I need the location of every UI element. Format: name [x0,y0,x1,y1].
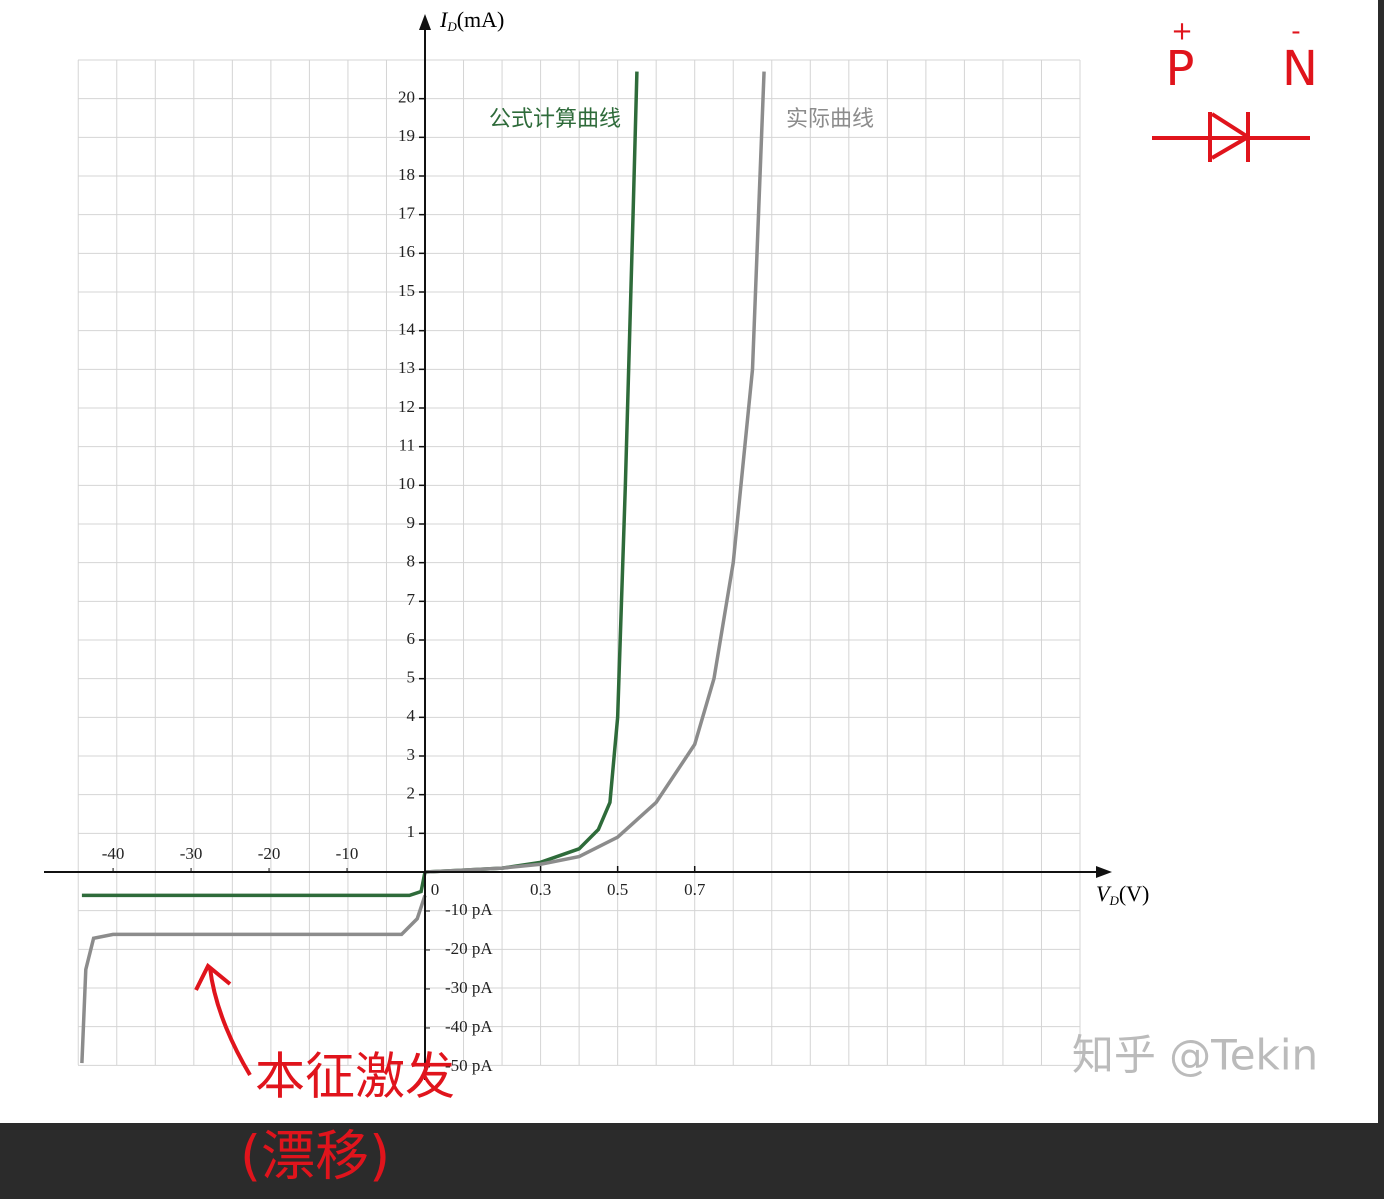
y-tick-label: 5 [407,668,416,687]
diode-symbol [1152,112,1310,162]
handwriting: P + N - 本征激发 (漂移) [194,17,1318,1188]
x-tick-label: 0.7 [684,880,706,899]
y-tick-label: 16 [398,242,415,261]
watermark: 知乎 @Tekin [1072,1031,1318,1080]
x-tick-label: -10 [336,844,359,863]
annotation-note: 本征激发 [255,1048,455,1106]
annotation-n: N [1282,41,1318,97]
y-tick-label: -50 pA [445,1056,493,1075]
x-tick-label: 0.5 [607,880,628,899]
y-tick-label: 3 [407,745,416,764]
y-tick-label: 1 [407,822,416,841]
y-tick-label: -20 pA [445,939,493,958]
y-tick-label: 19 [398,126,415,145]
y-tick-label: 20 [398,88,415,107]
x-label-sub: D [1108,893,1119,908]
y-tick-label: 6 [407,629,416,648]
x-tick-label: -40 [102,844,125,863]
annotation-p: P [1166,41,1195,97]
annotation-n-sign: - [1291,17,1300,47]
y-label-unit: (mA) [457,7,505,32]
y-tick-label: 15 [398,281,415,300]
x-label-main: V [1096,881,1112,906]
y-tick-label: 9 [407,513,416,532]
y-tick-label: 8 [407,552,416,571]
reverse-line [80,894,427,1064]
y-arrow [419,14,431,30]
series-line [424,71,766,874]
legend-label: 实际曲线 [786,107,874,132]
y-tick-label: 11 [399,436,415,455]
x-axis-label: VD(V) [1096,881,1149,908]
x-arrow [1096,866,1112,878]
y-tick-label: 7 [407,590,416,609]
y-tick-label: -10 pA [445,900,493,919]
y-tick-label: 4 [407,706,416,725]
y-tick-label: 12 [398,397,415,416]
y-label-main: I [439,7,449,32]
y-tick-label: 10 [398,474,415,493]
plot: 公式计算曲线 实际曲线 [80,71,874,1064]
right-edge [1378,0,1384,1123]
annotation-p-sign: + [1171,17,1193,47]
y-tick-label: 14 [398,320,416,339]
y-tick-label: 17 [398,204,416,223]
annotation-note2: (漂移) [240,1125,390,1188]
annotation-arrow [194,962,252,1077]
x-label-unit: (V) [1119,881,1150,906]
y-label-sub: D [446,19,457,34]
x-tick-label: -20 [258,844,281,863]
x-tick-label: -30 [180,844,203,863]
reverse-line [81,871,427,898]
legend-label: 公式计算曲线 [489,107,621,132]
y-axis-label: ID(mA) [439,7,504,34]
y-tick-label: -40 pA [445,1017,493,1036]
bottom-bar [0,1123,1384,1199]
x-tick-label: 0 [431,880,440,899]
y-tick-label: 18 [398,165,415,184]
y-tick-label: 2 [407,784,416,803]
x-tick-label: 0.3 [530,880,551,899]
y-tick-label: -30 pA [445,978,493,997]
y-tick-label: 13 [398,358,415,377]
